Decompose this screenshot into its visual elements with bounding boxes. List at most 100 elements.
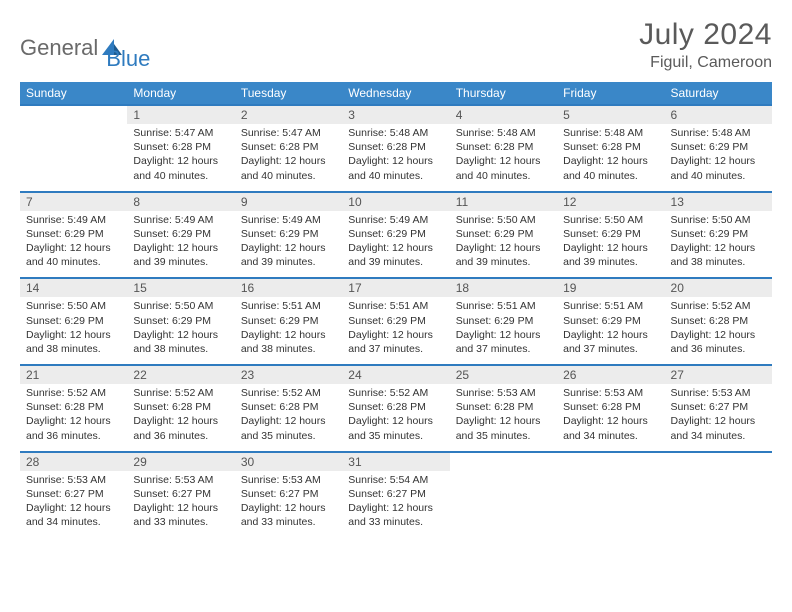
date-number	[557, 452, 664, 471]
sunset-text: Sunset: 6:29 PM	[456, 314, 551, 328]
daylight-line1: Daylight: 12 hours	[133, 154, 228, 168]
sunset-text: Sunset: 6:28 PM	[348, 140, 443, 154]
daylight-line1: Daylight: 12 hours	[671, 154, 766, 168]
day-cell: Sunrise: 5:48 AMSunset: 6:28 PMDaylight:…	[342, 124, 449, 192]
day-cell: Sunrise: 5:50 AMSunset: 6:29 PMDaylight:…	[557, 211, 664, 279]
day-cell: Sunrise: 5:52 AMSunset: 6:28 PMDaylight:…	[127, 384, 234, 452]
date-number: 30	[235, 452, 342, 471]
date-number: 23	[235, 365, 342, 384]
day-cell: Sunrise: 5:53 AMSunset: 6:27 PMDaylight:…	[665, 384, 772, 452]
day-data-row: Sunrise: 5:49 AMSunset: 6:29 PMDaylight:…	[20, 211, 772, 279]
daylight-line1: Daylight: 12 hours	[563, 414, 658, 428]
day-cell: Sunrise: 5:49 AMSunset: 6:29 PMDaylight:…	[235, 211, 342, 279]
daylight-line1: Daylight: 12 hours	[133, 501, 228, 515]
logo-text-blue: Blue	[106, 46, 150, 72]
day-cell: Sunrise: 5:50 AMSunset: 6:29 PMDaylight:…	[665, 211, 772, 279]
day-data-row: Sunrise: 5:52 AMSunset: 6:28 PMDaylight:…	[20, 384, 772, 452]
daylight-line2: and 40 minutes.	[456, 169, 551, 183]
daylight-line2: and 37 minutes.	[348, 342, 443, 356]
date-number: 28	[20, 452, 127, 471]
sunset-text: Sunset: 6:28 PM	[26, 400, 121, 414]
daylight-line1: Daylight: 12 hours	[348, 328, 443, 342]
daylight-line2: and 40 minutes.	[133, 169, 228, 183]
date-number: 12	[557, 192, 664, 211]
daylight-line2: and 36 minutes.	[26, 429, 121, 443]
daylight-line1: Daylight: 12 hours	[456, 154, 551, 168]
daylight-line1: Daylight: 12 hours	[456, 414, 551, 428]
sunset-text: Sunset: 6:29 PM	[133, 227, 228, 241]
daylight-line2: and 39 minutes.	[348, 255, 443, 269]
daylight-line2: and 36 minutes.	[671, 342, 766, 356]
daylight-line2: and 38 minutes.	[133, 342, 228, 356]
day-cell: Sunrise: 5:52 AMSunset: 6:28 PMDaylight:…	[20, 384, 127, 452]
sunset-text: Sunset: 6:28 PM	[456, 140, 551, 154]
daylight-line2: and 40 minutes.	[26, 255, 121, 269]
month-title: July 2024	[639, 18, 772, 52]
day-cell: Sunrise: 5:48 AMSunset: 6:28 PMDaylight:…	[450, 124, 557, 192]
sunrise-text: Sunrise: 5:49 AM	[133, 213, 228, 227]
sunrise-text: Sunrise: 5:52 AM	[671, 299, 766, 313]
sunrise-text: Sunrise: 5:50 AM	[26, 299, 121, 313]
daylight-line1: Daylight: 12 hours	[26, 501, 121, 515]
day-cell: Sunrise: 5:50 AMSunset: 6:29 PMDaylight:…	[450, 211, 557, 279]
day-header-row: Sunday Monday Tuesday Wednesday Thursday…	[20, 82, 772, 105]
date-number: 10	[342, 192, 449, 211]
daylight-line2: and 38 minutes.	[241, 342, 336, 356]
daylight-line1: Daylight: 12 hours	[456, 328, 551, 342]
day-header: Sunday	[20, 82, 127, 105]
daylight-line2: and 33 minutes.	[133, 515, 228, 529]
daylight-line1: Daylight: 12 hours	[241, 241, 336, 255]
sunset-text: Sunset: 6:28 PM	[456, 400, 551, 414]
daylight-line2: and 35 minutes.	[348, 429, 443, 443]
date-number: 1	[127, 105, 234, 124]
daylight-line2: and 33 minutes.	[241, 515, 336, 529]
day-cell: Sunrise: 5:50 AMSunset: 6:29 PMDaylight:…	[20, 297, 127, 365]
date-number: 20	[665, 278, 772, 297]
logo: General Blue	[20, 24, 150, 72]
sunrise-text: Sunrise: 5:51 AM	[348, 299, 443, 313]
sunset-text: Sunset: 6:28 PM	[563, 400, 658, 414]
date-number: 2	[235, 105, 342, 124]
sunset-text: Sunset: 6:28 PM	[133, 140, 228, 154]
sunset-text: Sunset: 6:29 PM	[241, 314, 336, 328]
sunset-text: Sunset: 6:28 PM	[563, 140, 658, 154]
daylight-line1: Daylight: 12 hours	[133, 241, 228, 255]
sunrise-text: Sunrise: 5:53 AM	[241, 473, 336, 487]
sunset-text: Sunset: 6:29 PM	[26, 227, 121, 241]
date-number: 17	[342, 278, 449, 297]
date-number: 14	[20, 278, 127, 297]
sunrise-text: Sunrise: 5:53 AM	[671, 386, 766, 400]
day-cell: Sunrise: 5:52 AMSunset: 6:28 PMDaylight:…	[342, 384, 449, 452]
sunrise-text: Sunrise: 5:49 AM	[26, 213, 121, 227]
day-header: Friday	[557, 82, 664, 105]
calendar-table: Sunday Monday Tuesday Wednesday Thursday…	[20, 82, 772, 537]
daylight-line2: and 37 minutes.	[456, 342, 551, 356]
sunrise-text: Sunrise: 5:53 AM	[26, 473, 121, 487]
date-number-row: 21222324252627	[20, 365, 772, 384]
day-header: Thursday	[450, 82, 557, 105]
sunset-text: Sunset: 6:28 PM	[671, 314, 766, 328]
sunrise-text: Sunrise: 5:53 AM	[133, 473, 228, 487]
sunrise-text: Sunrise: 5:47 AM	[133, 126, 228, 140]
day-cell: Sunrise: 5:53 AMSunset: 6:27 PMDaylight:…	[20, 471, 127, 538]
day-cell: Sunrise: 5:53 AMSunset: 6:27 PMDaylight:…	[127, 471, 234, 538]
day-cell: Sunrise: 5:52 AMSunset: 6:28 PMDaylight:…	[665, 297, 772, 365]
day-cell	[20, 124, 127, 192]
sunset-text: Sunset: 6:29 PM	[26, 314, 121, 328]
logo-text-general: General	[20, 35, 98, 61]
daylight-line1: Daylight: 12 hours	[241, 154, 336, 168]
sunrise-text: Sunrise: 5:47 AM	[241, 126, 336, 140]
sunrise-text: Sunrise: 5:52 AM	[133, 386, 228, 400]
date-number: 4	[450, 105, 557, 124]
daylight-line1: Daylight: 12 hours	[348, 154, 443, 168]
day-cell: Sunrise: 5:53 AMSunset: 6:28 PMDaylight:…	[450, 384, 557, 452]
day-cell: Sunrise: 5:49 AMSunset: 6:29 PMDaylight:…	[127, 211, 234, 279]
sunset-text: Sunset: 6:29 PM	[241, 227, 336, 241]
sunrise-text: Sunrise: 5:53 AM	[456, 386, 551, 400]
date-number-row: 78910111213	[20, 192, 772, 211]
date-number: 31	[342, 452, 449, 471]
daylight-line2: and 40 minutes.	[348, 169, 443, 183]
sunrise-text: Sunrise: 5:48 AM	[348, 126, 443, 140]
sunrise-text: Sunrise: 5:51 AM	[241, 299, 336, 313]
date-number: 16	[235, 278, 342, 297]
